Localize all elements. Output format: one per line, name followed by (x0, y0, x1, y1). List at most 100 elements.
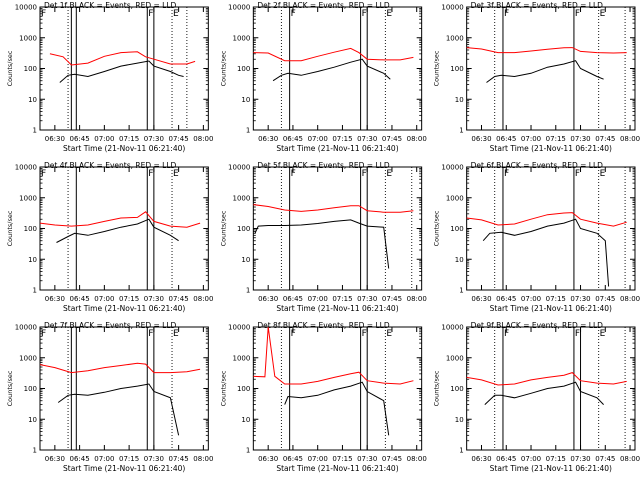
y-tick-label: 1000 (19, 194, 37, 202)
y-tick-label: 1 (33, 287, 37, 295)
y-tick-label: 100 (24, 65, 37, 73)
detector-panel: 1 10 100 1000 10000 06:30 06:45 07:00 07:15 07:30… (6, 161, 213, 313)
detector-panel: 1 10 100 1000 10000 06:30 06:45 07:00 07:15 07:30… (219, 1, 426, 153)
y-axis-label: Counts/sec (433, 370, 441, 406)
x-tick-label: 07:30 (570, 135, 590, 143)
x-tick-label: 06:30 (258, 135, 278, 143)
x-tick-label: 07:45 (382, 135, 402, 143)
y-tick-label: 1 (459, 287, 463, 295)
y-tick-label: 1000 (233, 34, 251, 42)
x-tick-label: 07:45 (382, 295, 402, 303)
x-tick-label: 07:15 (119, 455, 139, 463)
plot-frame (252, 6, 423, 131)
x-tick-label: 07:00 (521, 135, 541, 143)
y-axis-label: Counts/sec (433, 50, 441, 86)
y-tick-label: 10 (241, 96, 250, 104)
flag-marker-label: F (362, 9, 367, 19)
detector-panel: 1 10 100 1000 10000 06:30 06:45 07:00 07:15 07:30… (219, 321, 426, 473)
y-tick-label: 1 (459, 447, 463, 455)
y-axis-label: Counts/sec (6, 210, 14, 246)
x-tick-label: 06:45 (283, 135, 303, 143)
detector-panel: 1 10 100 1000 10000 06:30 06:45 07:00 07:15 07:30… (433, 1, 640, 153)
y-tick-label: 10 (28, 96, 37, 104)
x-tick-label: 07:00 (94, 135, 114, 143)
flag-marker-label: F (291, 329, 296, 339)
y-tick-label: 1 (33, 127, 37, 135)
y-tick-label: 1 (246, 287, 250, 295)
y-tick-label: 100 (24, 385, 37, 393)
flag-marker-label: F (575, 169, 580, 179)
x-tick-label: 06:30 (471, 135, 491, 143)
x-axis-label: Start Time (21-Nov-11 06:21:40) (276, 144, 398, 153)
x-tick-label: 07:45 (169, 135, 189, 143)
lld-series-line (39, 362, 201, 374)
y-tick-label: 100 (450, 65, 463, 73)
lld-series-line (39, 211, 201, 228)
y-tick-label: 10000 (441, 4, 463, 12)
flag-marker-label: F (504, 9, 509, 19)
x-axis-label: Start Time (21-Nov-11 06:21:40) (63, 304, 185, 313)
y-axis-label: Counts/sec (6, 370, 14, 406)
x-axis-label: Start Time (21-Nov-11 06:21:40) (276, 304, 398, 313)
x-tick-label: 08:00 (193, 455, 213, 463)
lld-series-line (253, 204, 414, 213)
x-tick-label: 06:30 (258, 455, 278, 463)
y-tick-label: 10 (28, 416, 37, 424)
x-tick-label: 07:30 (144, 455, 164, 463)
panel-title: Det 1f BLACK = Events, RED = LLD (44, 1, 177, 10)
panel-title: Det 4f BLACK = Events, RED = LLD (44, 161, 177, 170)
x-tick-label: 07:15 (332, 455, 352, 463)
x-tick-label: 07:45 (595, 455, 615, 463)
plot-frame (466, 166, 636, 291)
flag-marker-label: F (41, 169, 46, 179)
flag-marker-label: F (504, 329, 509, 339)
y-tick-label: 100 (450, 385, 463, 393)
flag-marker-label: F (148, 9, 153, 19)
x-axis-label: Start Time (21-Nov-11 06:21:40) (63, 464, 185, 473)
events-series-line (486, 60, 604, 83)
panel-title: Det 9f BLACK = Events, RED = LLD (471, 321, 604, 330)
y-tick-label: 100 (237, 225, 250, 233)
x-tick-label: 08:00 (193, 295, 213, 303)
x-tick-label: 07:15 (546, 295, 566, 303)
flag-marker-label: E (386, 9, 392, 19)
x-tick-label: 07:15 (119, 135, 139, 143)
x-tick-label: 07:30 (570, 295, 590, 303)
y-tick-label: 10 (455, 256, 464, 264)
y-tick-label: 1000 (446, 194, 464, 202)
flag-marker-label: E (173, 169, 179, 179)
y-tick-label: 1000 (19, 34, 37, 42)
y-tick-label: 100 (237, 385, 250, 393)
y-tick-label: 1 (246, 127, 250, 135)
y-tick-label: 100 (24, 225, 37, 233)
x-tick-label: 06:30 (471, 295, 491, 303)
x-tick-label: 07:00 (308, 455, 328, 463)
plot-frame (252, 326, 423, 451)
flag-marker-label: E (600, 169, 606, 179)
flag-marker-label: E (173, 329, 179, 339)
y-tick-label: 1000 (19, 354, 37, 362)
events-series-line (284, 381, 390, 436)
flag-marker-label: E (600, 9, 606, 19)
x-tick-label: 08:00 (620, 455, 640, 463)
x-axis-label: Start Time (21-Nov-11 06:21:40) (490, 304, 612, 313)
x-tick-label: 07:30 (144, 135, 164, 143)
x-tick-label: 07:45 (169, 455, 189, 463)
events-series-line (57, 383, 180, 436)
panel-title: Det 3f BLACK = Events, RED = LLD (471, 1, 604, 10)
flag-marker-label: F (41, 329, 46, 339)
plot-frame (466, 6, 636, 131)
panel-title: Det 5f BLACK = Events, RED = LLD (257, 161, 390, 170)
panel-title: Det 7f BLACK = Events, RED = LLD (44, 321, 177, 330)
y-tick-label: 10 (241, 256, 250, 264)
events-series-line (272, 58, 391, 82)
x-tick-label: 07:00 (308, 295, 328, 303)
flag-marker-label: F (291, 9, 296, 19)
x-tick-label: 06:45 (70, 455, 90, 463)
events-series-line (482, 218, 610, 287)
x-tick-label: 06:45 (283, 295, 303, 303)
x-axis-label: Start Time (21-Nov-11 06:21:40) (276, 464, 398, 473)
x-tick-label: 07:15 (546, 455, 566, 463)
y-tick-label: 10 (455, 416, 464, 424)
